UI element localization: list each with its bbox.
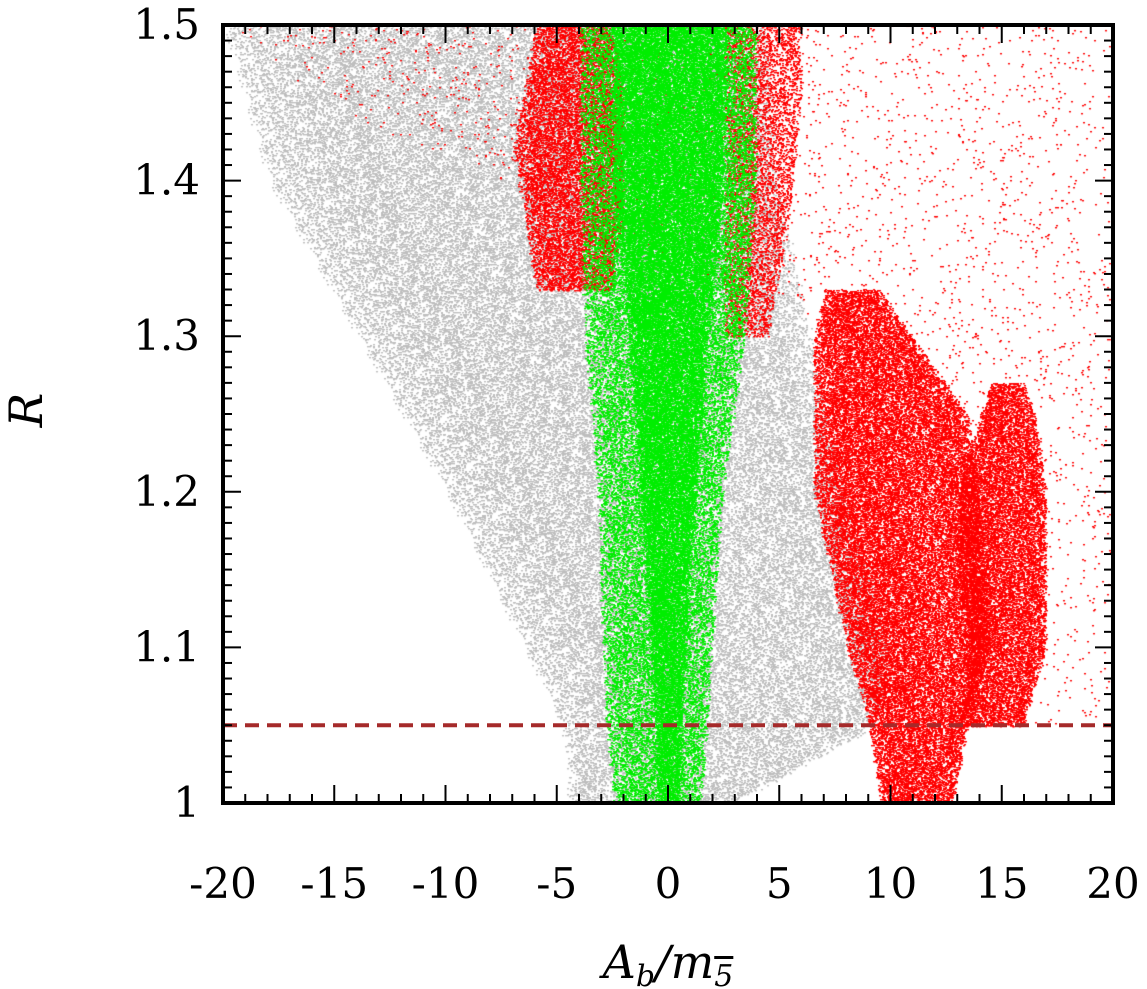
x-tick-label: 5	[766, 859, 793, 908]
x-tick-label: 15	[975, 859, 1028, 908]
y-tick-label: 1.5	[133, 0, 200, 49]
y-tick-label: 1	[173, 778, 200, 827]
y-axis-label: R	[0, 393, 53, 429]
x-tick-label: -20	[189, 859, 257, 908]
x-tick-label: -10	[412, 859, 480, 908]
y-tick-label: 1.4	[133, 156, 200, 205]
x-tick-label: -15	[300, 859, 368, 908]
x-axis-tick-labels: -20 -15 -10 -5 0 5 10 15 20	[189, 859, 1140, 908]
y-tick-label: 1.1	[133, 622, 200, 671]
scatter-point-cloud	[223, 25, 1113, 803]
x-axis-label: Ab/m5	[599, 935, 734, 989]
scatter-points	[223, 25, 1113, 803]
x-tick-label: 20	[1086, 859, 1139, 908]
y-tick-label: 1.2	[133, 467, 200, 516]
x-tick-label: 0	[655, 859, 682, 908]
x-axis-ticks	[222, 25, 1114, 803]
y-axis-ticks	[223, 24, 1113, 804]
y-tick-label: 1.3	[133, 311, 200, 360]
x-tick-label: -5	[536, 859, 577, 908]
x-tick-label: 10	[864, 859, 917, 908]
y-axis-tick-labels: 1 1.1 1.2 1.3 1.4 1.5	[133, 0, 200, 827]
